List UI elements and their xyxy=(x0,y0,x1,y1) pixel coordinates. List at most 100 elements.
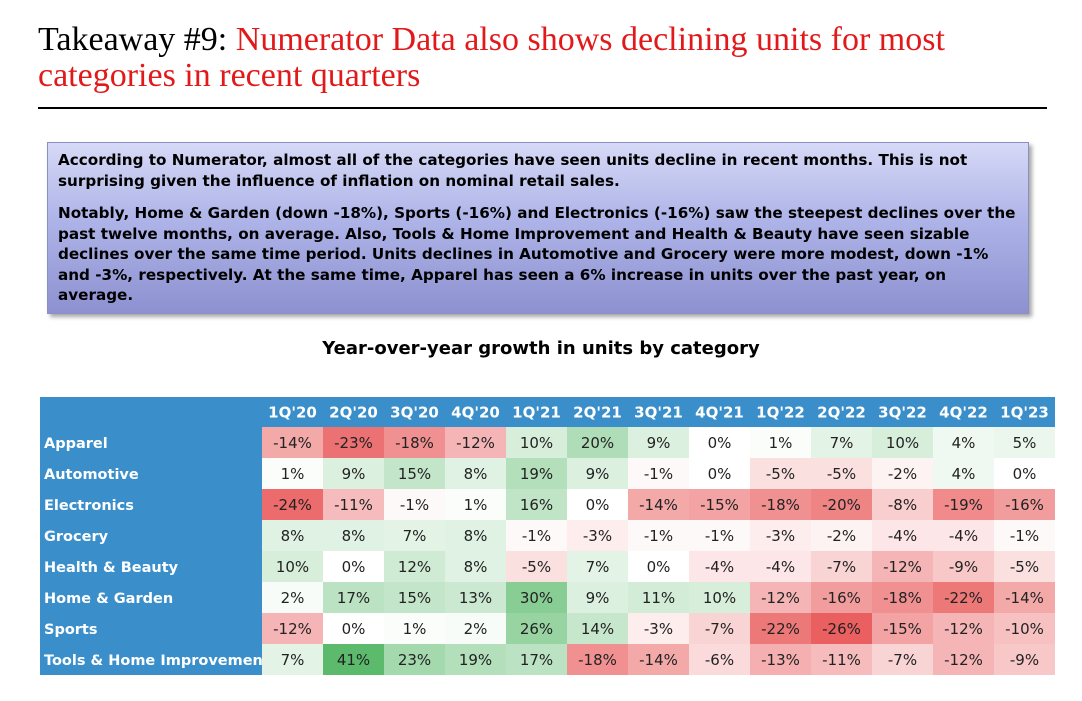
row-label: Apparel xyxy=(44,436,108,452)
column-header: 2Q'21 xyxy=(573,404,622,422)
cell-value: -14% xyxy=(1005,589,1044,607)
cell-value: -22% xyxy=(944,589,983,607)
cell-value: -15% xyxy=(883,620,922,638)
heatmap-cell xyxy=(933,613,994,644)
row-label: Tools & Home Improvement xyxy=(44,653,270,669)
cell-value: 7% xyxy=(281,651,305,669)
column-header: 3Q'22 xyxy=(878,404,927,422)
cell-value: 4% xyxy=(952,465,976,483)
heatmap-cell xyxy=(811,644,872,675)
heatmap-cell xyxy=(262,489,323,520)
row-label: Home & Garden xyxy=(44,591,173,607)
heatmap-cell xyxy=(323,644,384,675)
cell-value: 10% xyxy=(276,558,309,576)
cell-value: 15% xyxy=(398,589,431,607)
summary-paragraph-1: According to Numerator, almost all of th… xyxy=(58,151,968,190)
cell-value: -22% xyxy=(761,620,800,638)
heatmap-cell xyxy=(872,489,933,520)
heatmap-cell xyxy=(689,520,750,551)
cell-value: 30% xyxy=(520,589,553,607)
column-header: 1Q'23 xyxy=(1000,404,1049,422)
heatmap-cell xyxy=(994,613,1055,644)
heatmap-cell xyxy=(811,489,872,520)
heatmap-cell xyxy=(262,458,323,489)
heatmap-cell xyxy=(567,489,628,520)
cell-value: 26% xyxy=(520,620,553,638)
heatmap-cell xyxy=(506,489,567,520)
cell-value: -4% xyxy=(888,527,917,545)
heatmap-cell xyxy=(750,551,811,582)
title-highlight: Numerator Data also shows declining unit… xyxy=(38,21,945,94)
column-header: 2Q'20 xyxy=(329,404,378,422)
cell-value: 2% xyxy=(281,589,305,607)
heatmap-cell xyxy=(628,644,689,675)
heatmap-cell xyxy=(811,458,872,489)
heatmap-cell xyxy=(323,551,384,582)
title-divider xyxy=(38,107,1047,109)
cell-value: 9% xyxy=(647,434,671,452)
cell-value: 1% xyxy=(464,496,488,514)
cell-value: -13% xyxy=(761,651,800,669)
cell-value: -19% xyxy=(944,496,983,514)
cell-value: -7% xyxy=(705,620,734,638)
heatmap-cell xyxy=(323,582,384,613)
cell-value: -4% xyxy=(705,558,734,576)
cell-value: -11% xyxy=(822,651,861,669)
cell-value: 11% xyxy=(642,589,675,607)
cell-value: 7% xyxy=(403,527,427,545)
cell-value: -26% xyxy=(822,620,861,638)
cell-value: -10% xyxy=(1005,620,1044,638)
column-header: 3Q'20 xyxy=(390,404,439,422)
heatmap-cell xyxy=(811,520,872,551)
heatmap-cell xyxy=(872,582,933,613)
cell-value: 8% xyxy=(281,527,305,545)
heatmap-cell xyxy=(994,582,1055,613)
summary-paragraph-2: Notably, Home & Garden (down -18%), Spor… xyxy=(58,204,1016,304)
cell-value: 15% xyxy=(398,465,431,483)
heatmap-cell xyxy=(811,582,872,613)
row-label: Health & Beauty xyxy=(44,560,179,576)
column-header: 4Q'21 xyxy=(695,404,744,422)
cell-value: 7% xyxy=(586,558,610,576)
cell-value: 5% xyxy=(1013,434,1037,452)
cell-value: 10% xyxy=(703,589,736,607)
heatmap-cell xyxy=(994,520,1055,551)
cell-value: -11% xyxy=(334,496,373,514)
heatmap-cell xyxy=(628,489,689,520)
cell-value: 2% xyxy=(464,620,488,638)
cell-value: 14% xyxy=(581,620,614,638)
cell-value: -18% xyxy=(883,589,922,607)
cell-value: -3% xyxy=(766,527,795,545)
column-header: 4Q'22 xyxy=(939,404,988,422)
column-header: 2Q'22 xyxy=(817,404,866,422)
cell-value: -12% xyxy=(456,434,495,452)
column-header: 1Q'22 xyxy=(756,404,805,422)
cell-value: -2% xyxy=(888,465,917,483)
cell-value: -5% xyxy=(827,465,856,483)
cell-value: -20% xyxy=(822,496,861,514)
cell-value: 0% xyxy=(586,496,610,514)
cell-value: 9% xyxy=(586,465,610,483)
cell-value: -9% xyxy=(949,558,978,576)
cell-value: -16% xyxy=(822,589,861,607)
heatmap-cell xyxy=(933,582,994,613)
heatmap-cell xyxy=(750,644,811,675)
heatmap-cell xyxy=(872,613,933,644)
cell-value: -14% xyxy=(639,651,678,669)
cell-value: 8% xyxy=(342,527,366,545)
cell-value: 12% xyxy=(398,558,431,576)
heatmap-cell xyxy=(567,582,628,613)
cell-value: -2% xyxy=(827,527,856,545)
cell-value: 9% xyxy=(342,465,366,483)
cell-value: -5% xyxy=(1010,558,1039,576)
cell-value: 0% xyxy=(708,434,732,452)
heatmap-cell xyxy=(628,427,689,458)
heatmap-cell xyxy=(506,458,567,489)
heatmap-cell xyxy=(689,427,750,458)
heatmap-cell xyxy=(994,458,1055,489)
cell-value: -7% xyxy=(827,558,856,576)
cell-value: 8% xyxy=(464,465,488,483)
cell-value: -1% xyxy=(644,465,673,483)
cell-value: -18% xyxy=(761,496,800,514)
